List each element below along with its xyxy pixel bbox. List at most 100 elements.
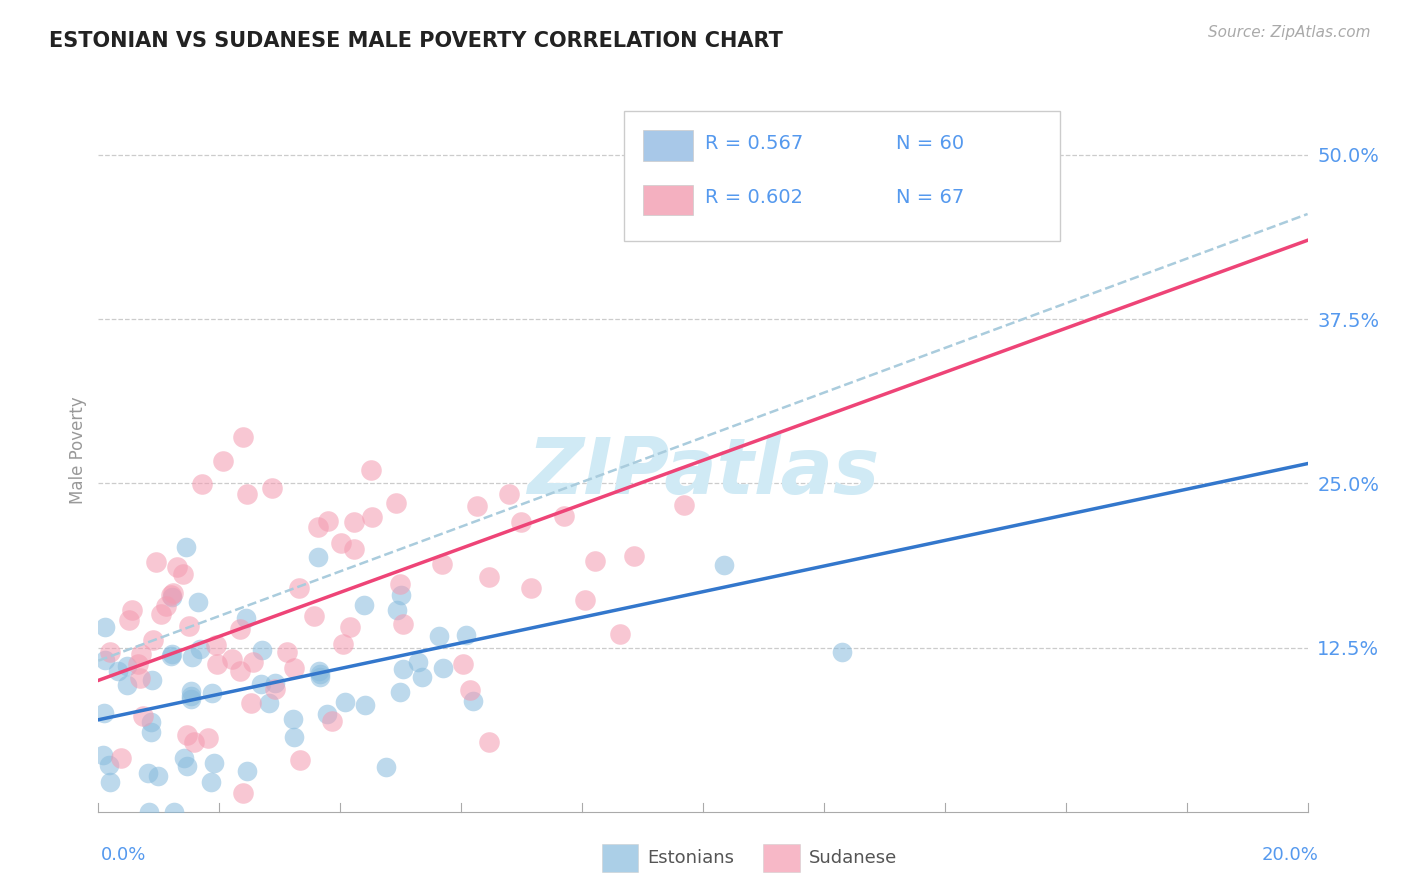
Point <box>333 695 356 709</box>
Text: Sudanese: Sudanese <box>808 849 897 867</box>
Text: ESTONIAN VS SUDANESE MALE POVERTY CORRELATION CHART: ESTONIAN VS SUDANESE MALE POVERTY CORREL… <box>49 31 783 51</box>
Text: N = 60: N = 60 <box>897 134 965 153</box>
Point <box>93 653 115 667</box>
Point <box>162 585 184 599</box>
Point <box>392 616 415 631</box>
Point <box>831 645 853 659</box>
Point <box>388 576 411 591</box>
Point <box>392 662 415 676</box>
Point <box>574 592 596 607</box>
Point <box>553 508 575 523</box>
Point <box>91 747 114 762</box>
Point <box>107 665 129 679</box>
Point <box>150 607 173 622</box>
Point <box>283 661 305 675</box>
Point <box>374 760 396 774</box>
Y-axis label: Male Poverty: Male Poverty <box>69 397 87 504</box>
Point <box>159 588 181 602</box>
Text: 20.0%: 20.0% <box>1263 846 1319 863</box>
Point <box>343 515 366 529</box>
Point <box>160 590 183 604</box>
Point <box>205 638 228 652</box>
Point <box>211 454 233 468</box>
Point <box>389 685 412 699</box>
Text: Estonians: Estonians <box>647 849 734 867</box>
Point <box>460 682 482 697</box>
Point <box>451 657 474 671</box>
Text: 0.0%: 0.0% <box>101 846 146 863</box>
Point <box>360 463 382 477</box>
Point <box>132 709 155 723</box>
Point <box>713 558 735 572</box>
Point <box>176 759 198 773</box>
Point <box>467 499 489 513</box>
Point <box>430 557 453 571</box>
Text: R = 0.602: R = 0.602 <box>706 188 803 207</box>
Text: Source: ZipAtlas.com: Source: ZipAtlas.com <box>1208 25 1371 40</box>
Point <box>276 645 298 659</box>
Point <box>146 769 169 783</box>
Point <box>118 613 141 627</box>
Point <box>240 696 263 710</box>
Point <box>127 657 149 671</box>
Point <box>353 599 375 613</box>
Point <box>142 633 165 648</box>
Point <box>332 637 354 651</box>
Point <box>232 430 254 444</box>
Point <box>176 728 198 742</box>
Point <box>609 626 631 640</box>
Point <box>201 686 224 700</box>
Point <box>128 671 150 685</box>
Point <box>623 549 645 563</box>
Point <box>263 676 285 690</box>
Point <box>316 514 339 528</box>
Point <box>290 753 312 767</box>
Point <box>236 487 259 501</box>
Point <box>117 678 139 692</box>
Point <box>136 766 159 780</box>
Point <box>427 629 450 643</box>
Point <box>183 735 205 749</box>
Point <box>236 764 259 778</box>
Point <box>309 666 332 681</box>
Point <box>115 658 138 673</box>
Point <box>242 655 264 669</box>
Point <box>139 715 162 730</box>
Point <box>385 496 408 510</box>
Point <box>155 599 177 614</box>
Text: N = 67: N = 67 <box>897 188 965 207</box>
Point <box>283 731 305 745</box>
Point <box>93 706 115 720</box>
Point <box>141 673 163 688</box>
Point <box>94 620 117 634</box>
Point <box>389 588 412 602</box>
Point <box>432 661 454 675</box>
Point <box>232 786 254 800</box>
Point <box>145 555 167 569</box>
Point <box>463 694 485 708</box>
Point <box>339 620 361 634</box>
Point <box>287 581 309 595</box>
Point <box>200 775 222 789</box>
Point <box>188 641 211 656</box>
FancyBboxPatch shape <box>643 130 693 161</box>
Point <box>264 681 287 696</box>
Point <box>221 652 243 666</box>
Point <box>281 712 304 726</box>
Point <box>321 714 343 728</box>
Point <box>98 775 121 789</box>
Point <box>361 510 384 524</box>
Point <box>190 477 212 491</box>
Point <box>478 735 501 749</box>
Point <box>583 554 606 568</box>
Point <box>307 549 329 564</box>
Text: ZIPatlas: ZIPatlas <box>527 434 879 510</box>
FancyBboxPatch shape <box>643 185 693 215</box>
Point <box>307 520 329 534</box>
Point <box>98 758 121 772</box>
Point <box>411 670 433 684</box>
Point <box>257 696 280 710</box>
Point <box>166 560 188 574</box>
Point <box>229 664 252 678</box>
Point <box>510 515 533 529</box>
